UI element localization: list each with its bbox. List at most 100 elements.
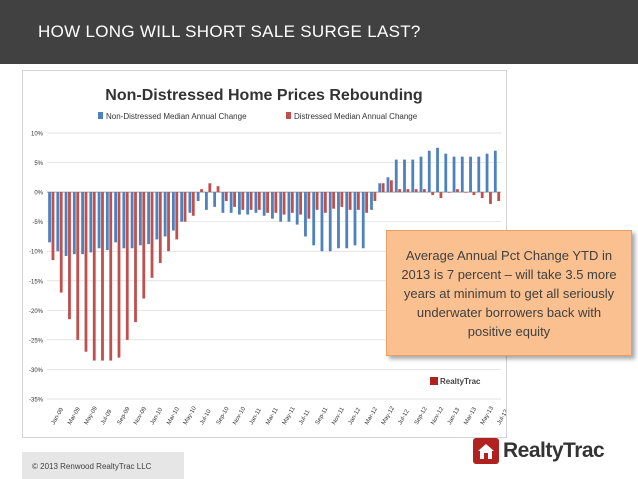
bar-distressed — [447, 192, 451, 193]
callout-text: Average Annual Pct Change YTD in 2013 is… — [401, 247, 617, 339]
bar-distressed — [183, 192, 187, 222]
bar-nondistressed — [163, 192, 167, 237]
bar-nondistressed — [312, 192, 316, 246]
bar-nondistressed — [188, 192, 192, 213]
bar-nondistressed — [493, 150, 497, 193]
watermark-logo-icon — [430, 377, 438, 385]
bar-distressed — [266, 192, 269, 213]
legend-label: Non-Distressed Median Annual Change — [106, 112, 247, 121]
bar-nondistressed — [370, 192, 373, 210]
footer-bar — [22, 452, 184, 479]
x-tick-label: Mar-12 — [364, 406, 379, 426]
bar-distressed — [282, 192, 286, 215]
chart-title: Non-Distressed Home Prices Rebounding — [105, 87, 422, 104]
bar-nondistressed — [304, 192, 307, 237]
bar-nondistressed — [345, 192, 349, 249]
bar-distressed — [456, 189, 459, 193]
bar-nondistressed — [122, 192, 126, 249]
bar-nondistressed — [64, 192, 68, 256]
x-tick-label: Mar-10 — [166, 406, 181, 426]
bar-distressed — [59, 192, 63, 293]
bar-nondistressed — [196, 192, 200, 201]
bar-distressed — [431, 192, 435, 196]
bar-nondistressed — [394, 159, 398, 193]
brand-logo: RealtyTrac — [473, 438, 605, 464]
bar-nondistressed — [403, 159, 406, 193]
bar-distressed — [191, 192, 195, 216]
bar-distressed — [134, 192, 137, 323]
x-tick-label: May-09 — [84, 405, 100, 426]
bar-distressed — [208, 183, 212, 193]
x-tick-label: Jul-09 — [100, 408, 114, 426]
bar-distressed — [142, 192, 146, 299]
bar-nondistressed — [361, 192, 365, 249]
bar-nondistressed — [81, 192, 84, 255]
x-tick-label: Mar-13 — [463, 406, 478, 426]
bar-nondistressed — [452, 156, 456, 193]
bar-distressed — [472, 192, 476, 196]
bar-nondistressed — [328, 192, 332, 252]
bar-nondistressed — [378, 183, 382, 193]
bar-nondistressed — [89, 192, 93, 253]
bar-nondistressed — [105, 192, 109, 251]
bar-distressed — [389, 180, 393, 193]
bar-nondistressed — [295, 192, 299, 225]
bar-nondistressed — [56, 192, 60, 252]
y-tick-label: -25% — [29, 338, 44, 344]
bar-chart: Non-Distressed Home Prices Rebounding Non… — [29, 87, 506, 426]
bar-nondistressed — [271, 192, 274, 219]
bar-distressed — [489, 192, 492, 204]
bar-distressed — [290, 192, 294, 213]
legend-swatch — [98, 112, 103, 119]
bar-distressed — [414, 189, 418, 193]
y-tick-label: 10% — [31, 132, 44, 138]
bar-distressed — [439, 192, 443, 199]
bar-distressed — [348, 192, 352, 210]
bar-distressed — [274, 192, 278, 213]
x-tick-label: Mar-11 — [265, 406, 280, 426]
house-logo-icon — [473, 438, 499, 464]
bar-distressed — [365, 192, 369, 213]
bar-distressed — [109, 192, 113, 361]
y-tick-label: -5% — [32, 220, 43, 226]
watermark-text: RealtyTrac — [440, 377, 481, 386]
bar-distressed — [200, 189, 203, 193]
bar-nondistressed — [254, 192, 258, 213]
bar-nondistressed — [460, 156, 464, 193]
bar-nondistressed — [238, 192, 241, 215]
bar-nondistressed — [180, 192, 184, 222]
bar-distressed — [125, 192, 129, 340]
bar-distressed — [158, 192, 162, 264]
bar-nondistressed — [427, 150, 431, 193]
bar-distressed — [356, 192, 360, 210]
bar-distressed — [216, 186, 220, 193]
bar-distressed — [84, 192, 88, 352]
bar-nondistressed — [436, 147, 439, 193]
bar-nondistressed — [320, 192, 324, 252]
callout-box: Average Annual Pct Change YTD in 2013 is… — [386, 230, 632, 356]
x-tick-label: Sep-09 — [117, 406, 132, 426]
x-tick-label: May-11 — [282, 405, 297, 426]
slide-header — [0, 0, 638, 64]
copyright-text: © 2013 Renwood RealtyTrac LLC — [32, 462, 152, 471]
x-tick-label: Nov-10 — [232, 406, 247, 426]
bar-nondistressed — [279, 192, 283, 222]
y-tick-label: -30% — [29, 368, 44, 374]
x-tick-label: Jul-11 — [298, 409, 311, 426]
bar-nondistressed — [262, 192, 266, 216]
y-tick-label: 5% — [34, 161, 43, 167]
bar-distressed — [381, 183, 385, 193]
bar-distressed — [117, 192, 121, 358]
y-tick-label: -20% — [29, 309, 44, 315]
bar-distressed — [423, 189, 426, 193]
bar-distressed — [398, 189, 402, 193]
x-tick-label: Jan-12 — [348, 407, 363, 426]
bar-distressed — [167, 192, 170, 252]
legend-swatch — [286, 112, 291, 119]
bar-distressed — [340, 192, 344, 207]
bar-distressed — [332, 192, 336, 209]
bar-nondistressed — [411, 159, 415, 193]
bar-nondistressed — [337, 192, 340, 249]
x-tick-label: Nov-12 — [430, 406, 445, 426]
slide-title: HOW LONG WILL SHORT SALE SURGE LAST? — [38, 22, 421, 41]
